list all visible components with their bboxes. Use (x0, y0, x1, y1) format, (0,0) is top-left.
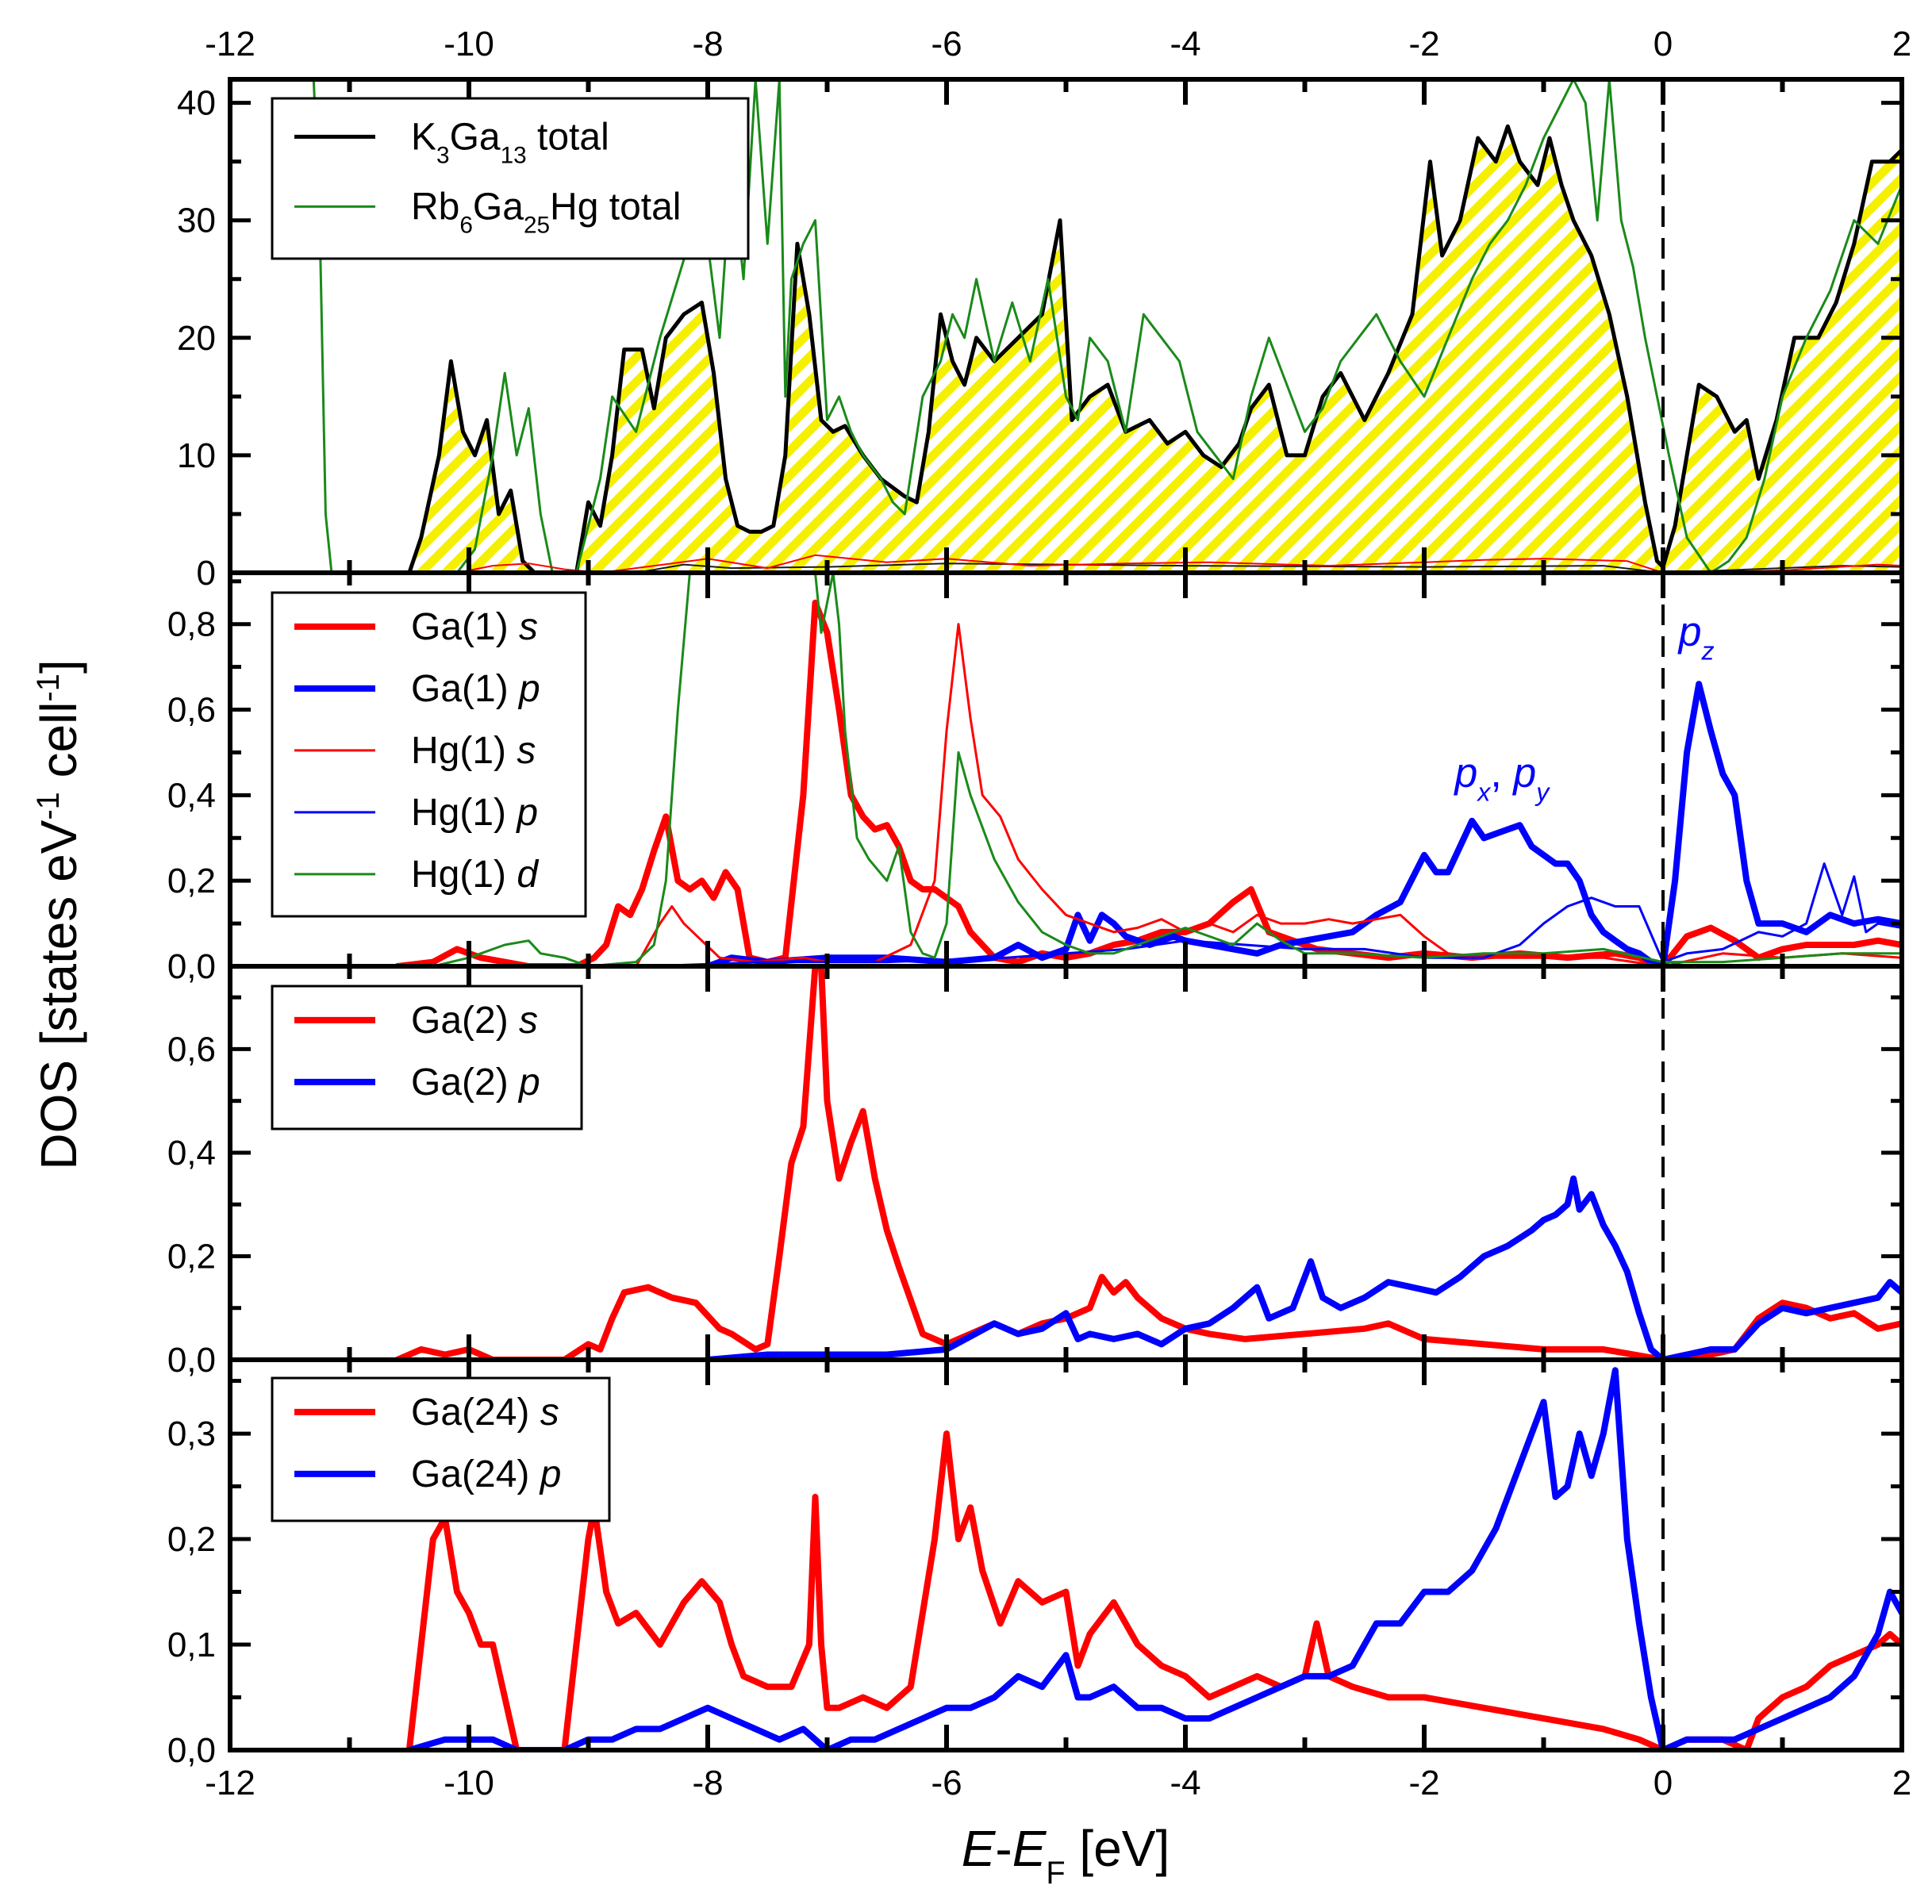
y-axis-title: DOS [states eV-1 cell-1] (30, 659, 87, 1169)
p3-legend-box (271, 985, 583, 1130)
xtick-label-top: 0 (1654, 25, 1673, 63)
p1-ytick-label: 20 (177, 319, 216, 358)
xtick-label-top: -2 (1408, 25, 1439, 63)
xtick-label-top: 2 (1892, 25, 1911, 63)
xtick-label-bottom: 2 (1892, 1764, 1911, 1802)
p1-legend-label: K3Ga13 total (411, 116, 609, 168)
p1-series-rb6ga25hg-minor (230, 554, 1902, 573)
p1-legend: K3Ga13 total Rb6Ga25Hg total (271, 97, 750, 260)
p4-legend-label: Ga(24) p (411, 1453, 561, 1495)
p1-ytick-label: 10 (177, 436, 216, 475)
p3-series-ga-2-s (394, 966, 1902, 1360)
xtick-label-top: -4 (1170, 25, 1200, 63)
p4-series-ga-24-s (405, 1430, 1902, 1750)
p2-series-hg-1-d (230, 573, 1902, 966)
axis-titles-layer: E-EF [eV] DOS [states eV-1 cell-1] (30, 659, 1170, 1891)
xtick-label-bottom: 0 (1654, 1764, 1673, 1802)
p4-ytick-label: 0,1 (167, 1626, 216, 1664)
p2-ytick-label: 0,6 (167, 691, 216, 730)
p2-series-ga-1-s (394, 599, 1902, 966)
p1-legend-box (271, 97, 750, 260)
xtick-label-bottom: -2 (1408, 1764, 1439, 1802)
p2-legend-box (271, 591, 587, 918)
xtick-label-bottom: -4 (1170, 1764, 1200, 1802)
p2-legend-label: Ga(1) p (411, 668, 540, 710)
xtick-label-bottom: -6 (931, 1764, 962, 1802)
p1-ytick-label: 30 (177, 202, 216, 240)
p2-legend-label: Hg(1) s (411, 730, 536, 772)
fill-layer (409, 126, 1902, 573)
p2-ytick-label: 0,8 (167, 605, 216, 644)
xtick-label-top: -12 (205, 25, 255, 63)
p2-legend-label: Hg(1) p (411, 792, 538, 834)
p1-series-rb6ga25hg-total (312, 79, 1902, 573)
p2-ytick-label: 0,0 (167, 947, 216, 986)
p1-series-k3ga13-total (407, 124, 1902, 573)
p1-ytick-label: 0 (197, 554, 216, 593)
p3-legend: Ga(2) s Ga(2) p (271, 985, 583, 1130)
p4-legend-label: Ga(24) s (411, 1392, 559, 1434)
p2-legend-label: Hg(1) d (411, 854, 539, 896)
p3-ytick-label: 0,4 (167, 1134, 216, 1173)
p1-legend-label: Rb6Ga25Hg total (411, 186, 681, 238)
p3-legend-label: Ga(2) s (411, 1000, 538, 1042)
p3-series-ga-2-p (705, 1175, 1902, 1360)
p1-hatched-fill (409, 126, 1902, 573)
p2-legend-label: Ga(1) s (411, 606, 538, 648)
x-axis-title: E-EF [eV] (962, 1820, 1170, 1891)
xtick-label-top: -10 (444, 25, 494, 63)
p2-ytick-label: 0,2 (167, 862, 216, 900)
p3-ytick-label: 0,6 (167, 1030, 216, 1069)
p2-ytick-label: 0,4 (167, 776, 216, 815)
xtick-label-bottom: -8 (692, 1764, 723, 1802)
p4-ytick-label: 0,2 (167, 1520, 216, 1559)
labels-layer: 0102030400,00,20,40,60,80,00,20,40,60,00… (167, 25, 1911, 1802)
p3-ytick-label: 0,2 (167, 1237, 216, 1276)
p3-ytick-label: 0,0 (167, 1341, 216, 1380)
ticks-layer (228, 79, 1904, 1752)
p2-annotation: pz (1677, 609, 1715, 666)
p3-legend-label: Ga(2) p (411, 1061, 540, 1104)
p4-legend: Ga(24) s Ga(24) p (271, 1376, 611, 1522)
xtick-label-bottom: -10 (444, 1764, 494, 1802)
p2-annotation: px, py (1453, 750, 1550, 807)
p4-ytick-label: 0,0 (167, 1731, 216, 1770)
p4-legend-box (271, 1376, 611, 1522)
p4-series-ga-24-p (405, 1367, 1902, 1750)
p2-series-hg-1-p (647, 862, 1902, 966)
xtick-label-top: -6 (931, 25, 962, 63)
xtick-label-top: -8 (692, 25, 723, 63)
annotations-layer: px, py pz (1453, 609, 1714, 807)
p2-legend: Ga(1) s Ga(1) p Hg(1) s Hg(1) p Hg(1) d (271, 591, 587, 918)
p4-ytick-label: 0,3 (167, 1415, 216, 1453)
p2-series-hg-1-s (587, 623, 1902, 966)
xtick-label-bottom: -12 (205, 1764, 255, 1802)
p1-ytick-label: 40 (177, 84, 216, 123)
